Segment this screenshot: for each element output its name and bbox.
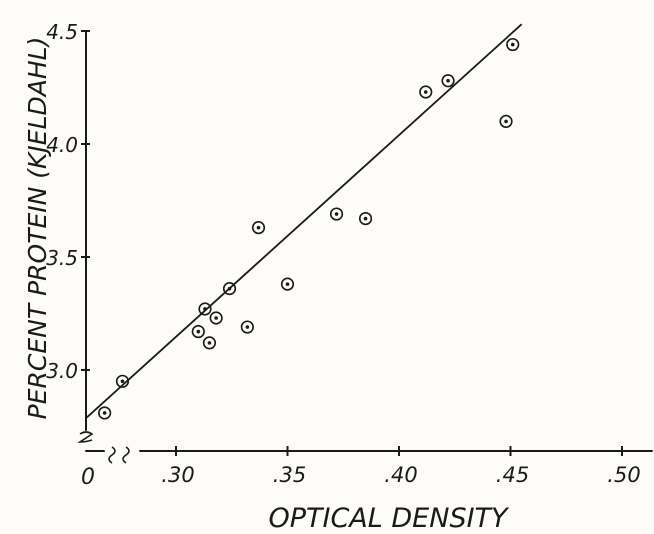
data-points bbox=[98, 37, 520, 420]
data-point bbox=[506, 37, 520, 52]
x-axis-break-mark bbox=[108, 446, 130, 464]
data-point-ring bbox=[506, 37, 520, 52]
data-point bbox=[358, 211, 373, 226]
data-point-ring bbox=[329, 207, 344, 221]
data-point-dot bbox=[334, 212, 339, 216]
data-point bbox=[222, 282, 237, 296]
data-point-ring bbox=[198, 302, 212, 316]
fit-line bbox=[86, 23, 523, 419]
data-point-ring bbox=[209, 311, 223, 325]
y-axis-title: PERCENT PROTEIN (KJELDAHL) bbox=[23, 37, 52, 420]
data-point-dot bbox=[102, 411, 107, 415]
y-tick-label: 3.5 bbox=[46, 246, 78, 270]
data-point-ring bbox=[251, 221, 266, 235]
x-tick-label: .45 bbox=[496, 463, 529, 487]
data-point-dot bbox=[504, 119, 508, 124]
data-point-ring bbox=[441, 74, 455, 88]
data-point bbox=[202, 336, 217, 350]
data-point-ring bbox=[358, 211, 373, 226]
y-axis-break-mark bbox=[77, 431, 94, 443]
data-point bbox=[441, 74, 455, 88]
data-point-ring bbox=[499, 114, 513, 128]
data-point-dot bbox=[256, 225, 261, 230]
fit-line-group bbox=[86, 23, 523, 419]
data-point-dot bbox=[196, 329, 201, 334]
data-point bbox=[191, 324, 205, 339]
x-tick-label: .40 bbox=[384, 463, 417, 487]
x-tick-label: .35 bbox=[273, 463, 306, 487]
y-tick-label: 3.0 bbox=[46, 359, 78, 383]
data-point-dot bbox=[446, 78, 450, 83]
y-tick-label: 4.5 bbox=[46, 20, 78, 44]
data-point-ring bbox=[240, 320, 254, 334]
data-point-ring bbox=[419, 85, 433, 99]
data-point bbox=[209, 311, 223, 325]
data-point-dot bbox=[214, 316, 218, 320]
data-point-dot bbox=[363, 216, 368, 221]
data-point bbox=[198, 302, 212, 316]
data-point bbox=[115, 374, 130, 388]
data-point bbox=[499, 114, 513, 128]
data-point-ring bbox=[191, 324, 205, 339]
y-tick-label: 4.0 bbox=[46, 133, 78, 157]
data-point-ring bbox=[98, 406, 112, 420]
data-point-ring bbox=[202, 336, 217, 350]
data-point-dot bbox=[245, 325, 250, 329]
data-point-dot bbox=[510, 42, 515, 47]
data-point-dot bbox=[423, 90, 428, 94]
data-point-dot bbox=[207, 341, 212, 345]
x-tick-label: .30 bbox=[161, 463, 194, 487]
data-point bbox=[329, 207, 344, 221]
data-point bbox=[98, 406, 112, 420]
data-point-dot bbox=[203, 307, 207, 311]
y-axis-ticks: 3.0 3.5 4.0 4.5 bbox=[46, 20, 90, 383]
data-point-ring bbox=[115, 374, 130, 388]
x-axis-ticks: .30 .35 .40 .45 .50 bbox=[161, 446, 641, 487]
data-point bbox=[240, 320, 254, 334]
data-point bbox=[280, 277, 295, 291]
data-point-ring bbox=[280, 277, 295, 291]
data-point-dot bbox=[227, 286, 232, 291]
data-point-dot bbox=[120, 379, 125, 384]
data-point-ring bbox=[222, 282, 237, 296]
data-point-dot bbox=[285, 282, 290, 286]
data-point bbox=[419, 85, 433, 99]
data-point bbox=[251, 221, 266, 235]
x-axis-origin-label: 0 bbox=[81, 465, 95, 490]
x-axis-title: OPTICAL DENSITY bbox=[268, 503, 510, 534]
x-tick-label: .50 bbox=[607, 463, 640, 487]
